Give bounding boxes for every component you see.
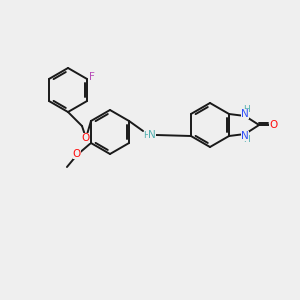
Text: O: O <box>73 149 81 159</box>
Text: N: N <box>241 131 249 141</box>
Text: H: H <box>143 131 149 140</box>
Text: N: N <box>241 109 249 119</box>
Text: F: F <box>89 72 95 82</box>
Text: N: N <box>148 130 156 140</box>
Text: H: H <box>243 106 249 115</box>
Text: H: H <box>243 136 249 145</box>
Text: O: O <box>82 133 90 143</box>
Text: O: O <box>269 120 277 130</box>
